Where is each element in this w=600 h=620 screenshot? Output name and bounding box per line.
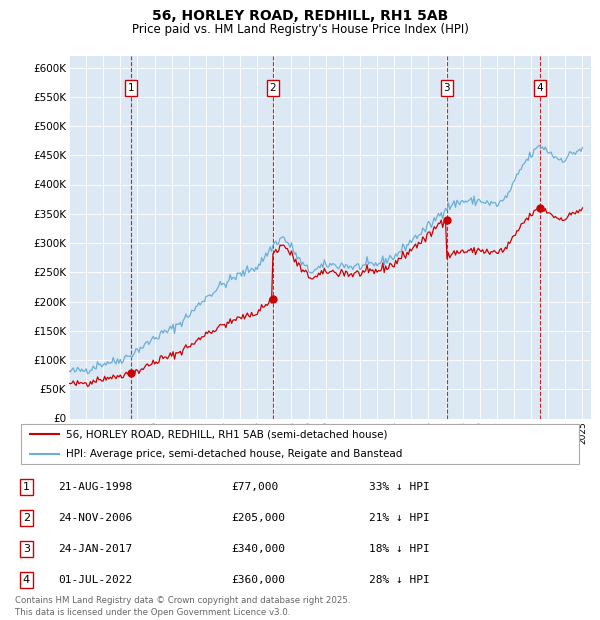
Text: 2: 2: [269, 83, 276, 93]
Text: 4: 4: [23, 575, 30, 585]
Text: 24-JAN-2017: 24-JAN-2017: [58, 544, 133, 554]
Text: 33% ↓ HPI: 33% ↓ HPI: [369, 482, 430, 492]
Text: £360,000: £360,000: [231, 575, 285, 585]
Text: 1: 1: [128, 83, 134, 93]
Text: 56, HORLEY ROAD, REDHILL, RH1 5AB: 56, HORLEY ROAD, REDHILL, RH1 5AB: [152, 9, 448, 24]
Text: 21% ↓ HPI: 21% ↓ HPI: [369, 513, 430, 523]
Text: 01-JUL-2022: 01-JUL-2022: [58, 575, 133, 585]
Text: 28% ↓ HPI: 28% ↓ HPI: [369, 575, 430, 585]
Text: 2: 2: [23, 513, 30, 523]
Text: 56, HORLEY ROAD, REDHILL, RH1 5AB (semi-detached house): 56, HORLEY ROAD, REDHILL, RH1 5AB (semi-…: [66, 429, 388, 439]
Text: Price paid vs. HM Land Registry's House Price Index (HPI): Price paid vs. HM Land Registry's House …: [131, 23, 469, 36]
Text: £340,000: £340,000: [231, 544, 285, 554]
Text: 21-AUG-1998: 21-AUG-1998: [58, 482, 133, 492]
Text: Contains HM Land Registry data © Crown copyright and database right 2025.: Contains HM Land Registry data © Crown c…: [15, 596, 350, 606]
Text: HPI: Average price, semi-detached house, Reigate and Banstead: HPI: Average price, semi-detached house,…: [66, 449, 403, 459]
Text: 1: 1: [23, 482, 30, 492]
Text: 3: 3: [443, 83, 450, 93]
Text: 18% ↓ HPI: 18% ↓ HPI: [369, 544, 430, 554]
Text: £77,000: £77,000: [231, 482, 278, 492]
Text: 4: 4: [536, 83, 543, 93]
Text: This data is licensed under the Open Government Licence v3.0.: This data is licensed under the Open Gov…: [15, 608, 290, 617]
Text: 24-NOV-2006: 24-NOV-2006: [58, 513, 133, 523]
Text: 3: 3: [23, 544, 30, 554]
Text: £205,000: £205,000: [231, 513, 285, 523]
FancyBboxPatch shape: [21, 424, 579, 464]
